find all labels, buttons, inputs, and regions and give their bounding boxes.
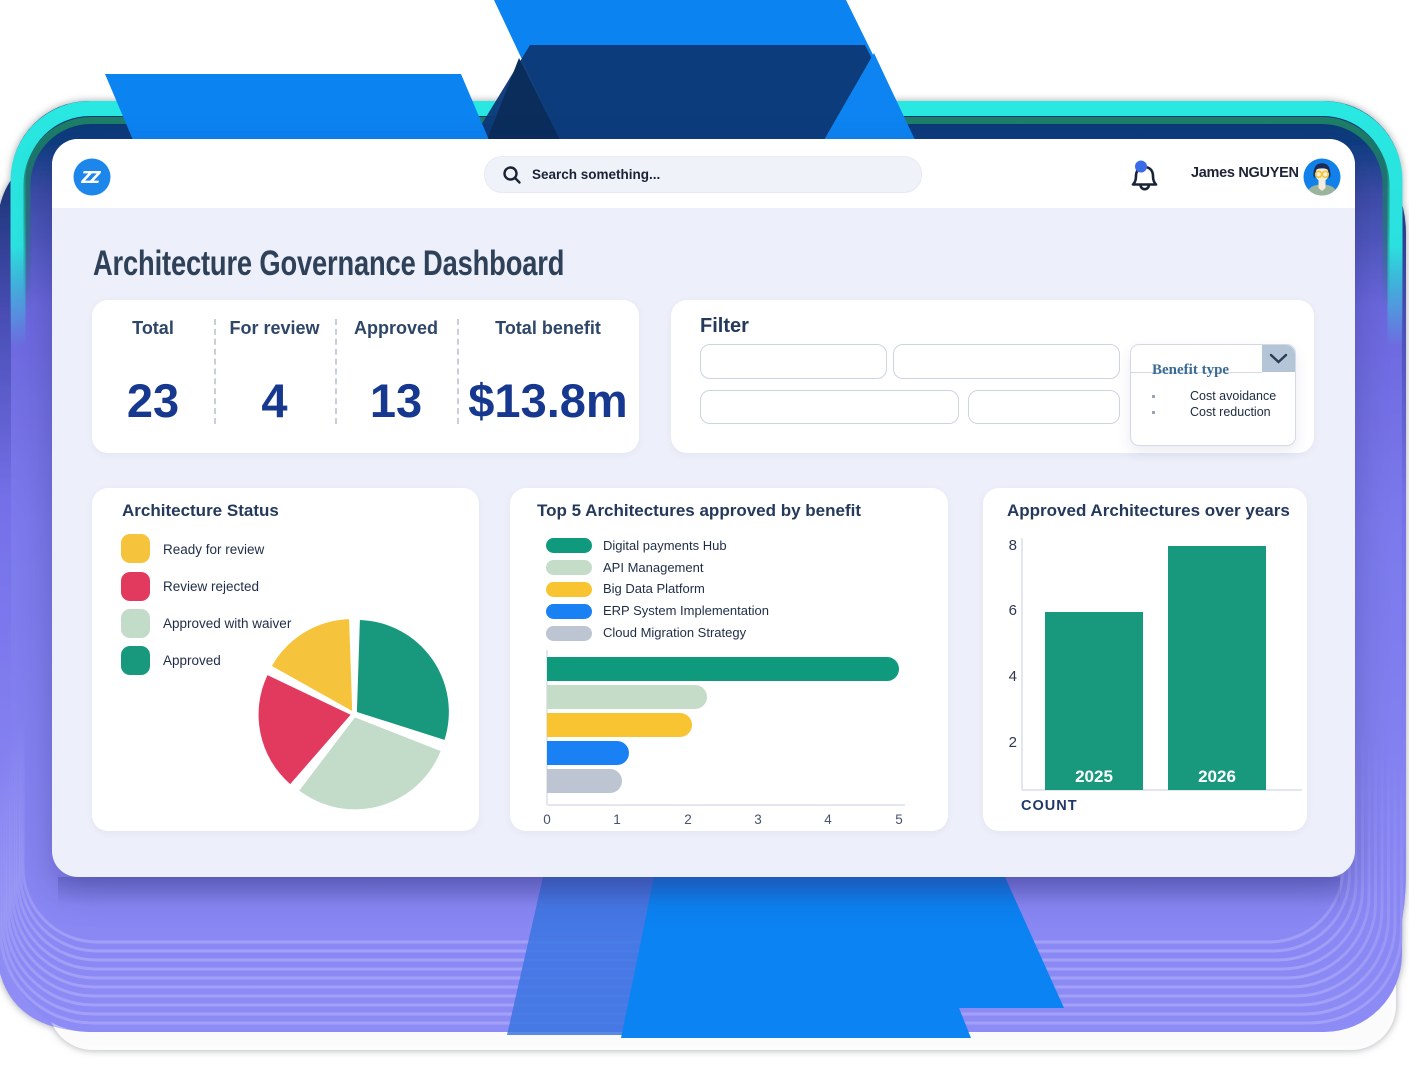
svg-text:3: 3	[754, 812, 762, 827]
svg-text:8: 8	[1009, 537, 1017, 554]
svg-text:2: 2	[1009, 734, 1017, 751]
svg-text:COUNT: COUNT	[1021, 798, 1078, 814]
svg-text:2: 2	[684, 812, 692, 827]
svg-text:0: 0	[543, 812, 551, 827]
svg-text:2025: 2025	[1075, 767, 1113, 786]
svg-text:2026: 2026	[1198, 767, 1236, 786]
svg-text:1: 1	[613, 812, 621, 827]
svg-text:4: 4	[824, 812, 832, 827]
svg-text:4: 4	[1009, 668, 1017, 685]
svg-text:6: 6	[1009, 602, 1017, 619]
svg-text:5: 5	[895, 812, 903, 827]
